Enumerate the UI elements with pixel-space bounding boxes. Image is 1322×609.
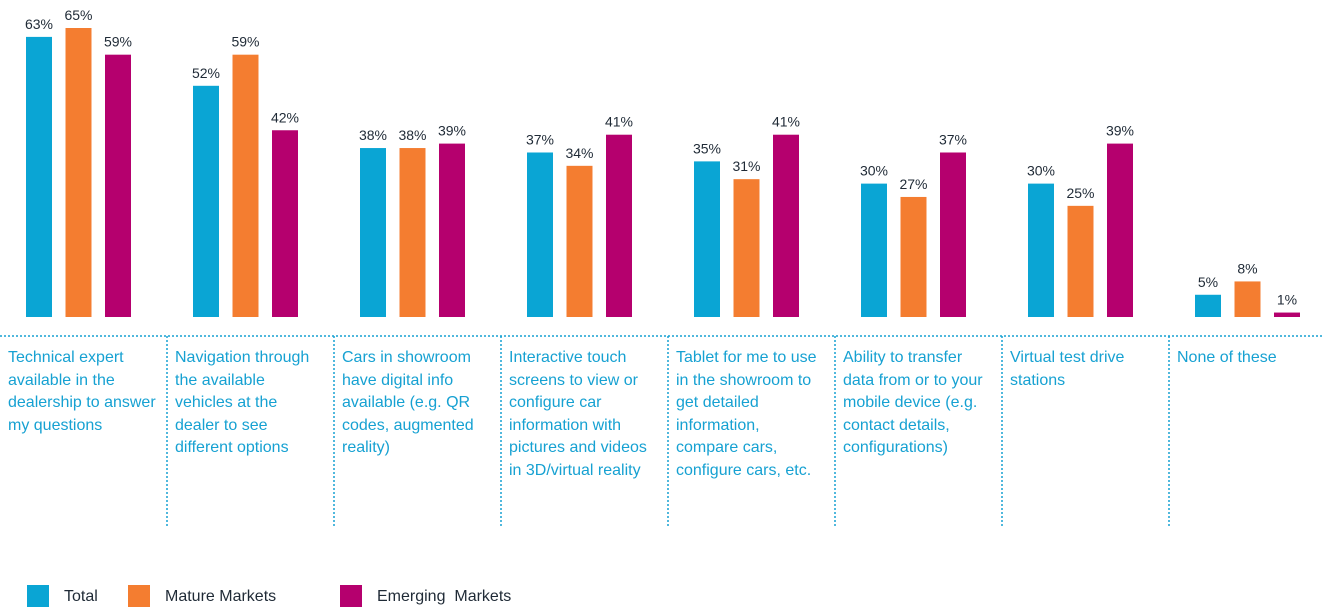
bar <box>1028 183 1054 317</box>
category-label: Technical expert available in the dealer… <box>8 349 156 434</box>
bar <box>360 148 386 317</box>
value-label: 34% <box>565 145 593 161</box>
value-label: 30% <box>860 163 888 179</box>
value-label: 1% <box>1277 292 1297 308</box>
value-label: 30% <box>1027 163 1055 179</box>
value-label: 41% <box>605 114 633 130</box>
bar <box>1067 205 1094 317</box>
category-label: Cars in showroom have digital info avail… <box>342 349 474 456</box>
bar <box>272 130 298 317</box>
value-label: 37% <box>526 131 554 147</box>
bar <box>527 152 553 317</box>
value-label: 37% <box>939 131 967 147</box>
legend-label: Mature Markets <box>165 588 276 605</box>
bar <box>232 54 259 318</box>
category-label: Interactive touch screens to view or con… <box>509 349 647 479</box>
bar <box>773 134 799 317</box>
legend-label: Emerging Markets <box>377 588 511 605</box>
category-label: Navigation through the available vehicle… <box>175 349 310 456</box>
bar <box>1274 312 1300 317</box>
legend-label: Total <box>64 588 98 605</box>
bar <box>1195 294 1221 317</box>
category-label: None of these <box>1177 349 1277 366</box>
value-label: 8% <box>1237 260 1257 276</box>
value-label: 39% <box>1106 123 1134 139</box>
value-label: 5% <box>1198 274 1218 290</box>
bar <box>566 165 593 317</box>
value-label: 38% <box>359 127 387 143</box>
category-label: Tablet for me to use in the showroom to … <box>676 349 817 479</box>
legend-swatch <box>340 585 362 607</box>
bar <box>1107 143 1133 317</box>
value-label: 65% <box>64 7 92 23</box>
value-label: 35% <box>693 140 721 156</box>
value-label: 39% <box>438 123 466 139</box>
bar <box>606 134 632 317</box>
bar <box>105 54 131 318</box>
category-label: Ability to transfer data from or to your… <box>843 349 983 456</box>
value-label: 38% <box>398 127 426 143</box>
value-label: 52% <box>192 65 220 81</box>
bar <box>900 196 927 317</box>
value-label: 42% <box>271 109 299 125</box>
bar <box>733 179 760 317</box>
legend-swatch <box>27 585 49 607</box>
value-label: 31% <box>732 158 760 174</box>
value-label: 63% <box>25 16 53 32</box>
bar <box>193 85 219 317</box>
bar <box>399 148 426 317</box>
category-label: Virtual test drive stations <box>1010 349 1125 389</box>
bar <box>65 28 92 317</box>
value-label: 25% <box>1066 185 1094 201</box>
bar <box>861 183 887 317</box>
value-label: 27% <box>899 176 927 192</box>
legend-swatch <box>128 585 150 607</box>
value-label: 41% <box>772 114 800 130</box>
value-label: 59% <box>104 34 132 50</box>
bar <box>439 143 465 317</box>
bar <box>940 152 966 317</box>
bar <box>1234 281 1261 317</box>
bar <box>26 36 52 318</box>
value-label: 59% <box>231 34 259 50</box>
bar <box>694 161 720 317</box>
